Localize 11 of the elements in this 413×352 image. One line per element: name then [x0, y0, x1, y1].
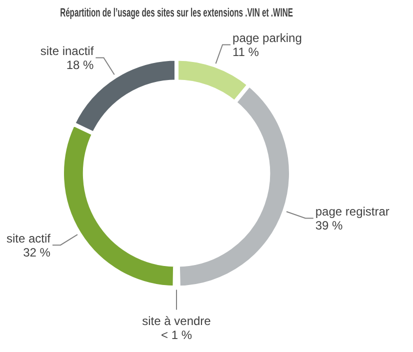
chart-title: Répartition de l’usage des sites sur les extensions .VIN et .WINE	[60, 6, 294, 20]
slice-label: site actif	[6, 231, 52, 246]
data-label: 32 %	[23, 245, 51, 260]
data-label: < 1 %	[160, 328, 192, 342]
slice-label: page registrar	[315, 204, 390, 219]
data-label: 39 %	[315, 218, 344, 233]
slice-label: page parking	[232, 31, 302, 46]
slice-label: site inactif	[40, 44, 94, 58]
data-label: 11 %	[232, 45, 260, 60]
data-label: 18 %	[66, 58, 94, 72]
slice-label: site à vendre	[142, 314, 212, 328]
